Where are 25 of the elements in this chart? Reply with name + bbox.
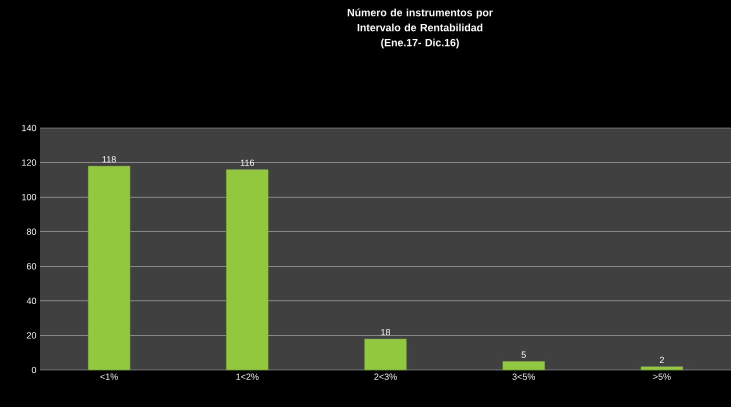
x-tick-label: 2<3% [374,374,397,380]
bar [226,169,268,370]
y-tick-label: 0 [32,366,36,374]
bar [364,338,407,370]
bar [502,361,545,370]
y-tick-label: 20 [26,332,36,339]
data-label: 116 [240,160,254,166]
x-tick-label: 1<2% [236,374,259,380]
y-tick-label: 140 [22,124,36,132]
y-tick-label: 60 [26,263,36,270]
y-tick-label: 40 [26,298,36,304]
bar [640,366,684,370]
bar [88,166,130,370]
x-tick-label: 3<5% [512,374,536,380]
y-tick-label: 100 [22,194,36,200]
y-tick-label: 80 [26,228,36,235]
data-label: 18 [381,328,390,336]
data-label: 2 [660,356,664,364]
x-tick-label: >5% [653,374,671,380]
chart-title: Número de instrumentos por Intervalo de Rentabilidad [348,8,493,32]
data-label: 5 [522,352,526,358]
y-tick-label: 120 [22,159,36,166]
x-tick-label: <1% [100,374,118,380]
data-label: 118 [102,156,116,163]
chart-subtitle: (Ene.17- Dic.16) [381,38,459,48]
